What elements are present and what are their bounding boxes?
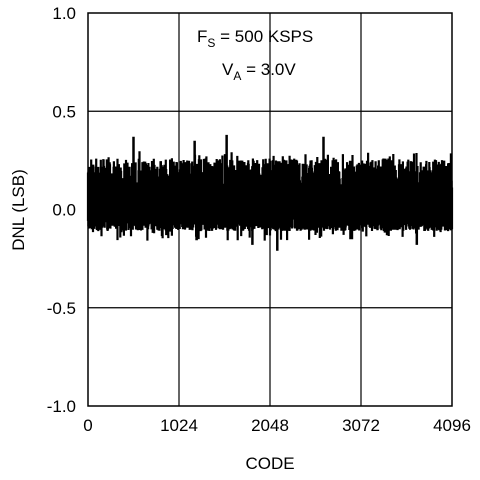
x-tick-label: 1024 [160,416,198,435]
y-tick-label: -0.5 [47,299,76,318]
annotation-supply-voltage: VA = 3.0V [222,60,296,83]
plot-frame [87,12,453,407]
x-axis-title: CODE [245,454,294,473]
x-tick-label: 2048 [251,416,289,435]
dnl-core-band [88,185,452,220]
annotation-sample-rate: FS = 500 KSPS [197,27,313,50]
y-tick-label: -1.0 [47,397,76,416]
y-tick-label: 1.0 [52,4,76,23]
x-tick-label: 0 [83,416,92,435]
dnl-series [86,134,454,251]
y-tick-label: 0.5 [52,102,76,121]
tick-labels: 0 1024 2048 3072 4096 -1.0 -0.5 0.0 0.5 1.0 [47,4,471,435]
y-axis-title: DNL (LSB) [9,169,28,251]
x-tick-label: 3072 [342,416,380,435]
annotation-box: FS = 500 KSPS VA = 3.0V [197,27,313,83]
y-tick-label: 0.0 [52,201,76,220]
x-tick-label: 4096 [433,416,471,435]
